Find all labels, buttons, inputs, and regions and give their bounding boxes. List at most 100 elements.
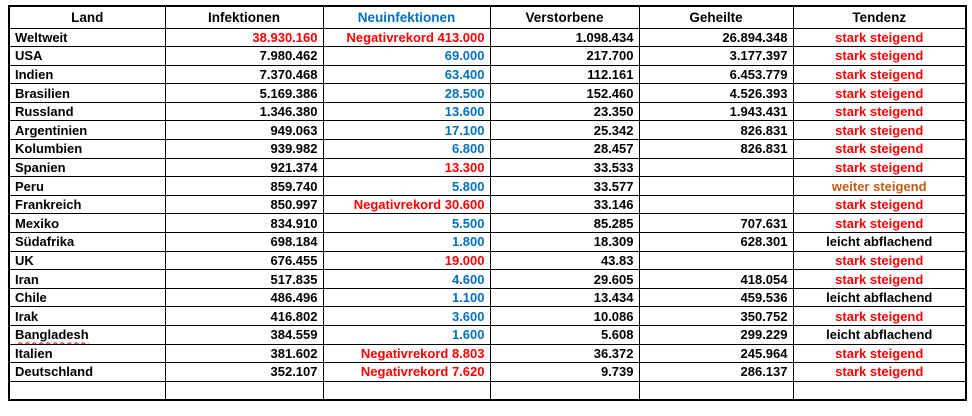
cell-geheilte[interactable]: 245.964 [638,343,794,364]
cell-infektionen[interactable]: 1.346.380 [164,101,324,122]
cell-verstorbene[interactable]: 1.098.434 [489,27,640,48]
cell-neuinfektionen[interactable]: 6.800 [322,139,491,159]
cell-tendenz[interactable]: stark steigend [792,362,967,382]
cell-neuinfektionen[interactable]: 4.600 [322,269,491,289]
cell-neuinfektionen[interactable]: 5.800 [322,176,491,196]
cell-verstorbene[interactable]: 217.700 [489,46,640,66]
cell-land[interactable]: Chile [8,287,166,308]
cell-geheilte[interactable] [638,157,794,178]
cell-neuinfektionen[interactable]: 17.100 [322,120,491,141]
cell-infektionen[interactable]: 5.169.386 [164,83,324,103]
column-header-tendenz[interactable]: Tendenz [792,5,967,29]
cell-infektionen[interactable]: 517.835 [164,269,324,289]
cell-land[interactable]: Deutschland [8,362,166,382]
cell-land[interactable]: Bangladesh [8,325,166,345]
cell-verstorbene[interactable]: 25.342 [489,120,640,141]
cell-land[interactable]: Irak [8,306,166,326]
cell-infektionen[interactable] [164,380,324,401]
cell-verstorbene[interactable]: 33.533 [489,157,640,178]
cell-geheilte[interactable]: 628.301 [638,232,794,252]
cell-geheilte[interactable]: 286.137 [638,362,794,382]
cell-infektionen[interactable]: 486.496 [164,287,324,308]
cell-geheilte[interactable]: 826.831 [638,120,794,141]
cell-tendenz[interactable]: stark steigend [792,157,967,178]
cell-infektionen[interactable]: 676.455 [164,250,324,271]
cell-geheilte[interactable]: 26.894.348 [638,27,794,48]
cell-land[interactable]: UK [8,250,166,271]
cell-infektionen[interactable]: 939.982 [164,139,324,159]
cell-neuinfektionen[interactable] [322,380,491,401]
cell-tendenz[interactable]: stark steigend [792,83,967,103]
cell-land[interactable]: Russland [8,101,166,122]
cell-geheilte[interactable]: 1.943.431 [638,101,794,122]
cell-geheilte[interactable]: 350.752 [638,306,794,326]
cell-verstorbene[interactable]: 112.161 [489,64,640,85]
cell-land[interactable]: Südafrika [8,232,166,252]
cell-tendenz[interactable]: stark steigend [792,194,967,215]
cell-neuinfektionen[interactable]: 13.300 [322,157,491,178]
cell-geheilte[interactable] [638,194,794,215]
cell-infektionen[interactable]: 416.802 [164,306,324,326]
cell-verstorbene[interactable]: 23.350 [489,101,640,122]
cell-neuinfektionen[interactable]: 19.000 [322,250,491,271]
cell-geheilte[interactable]: 418.054 [638,269,794,289]
cell-geheilte[interactable]: 4.526.393 [638,83,794,103]
column-header-land[interactable]: Land [8,5,166,29]
column-header-neuinfektionen[interactable]: Neuinfektionen [322,5,491,29]
cell-verstorbene[interactable]: 33.146 [489,194,640,215]
cell-neuinfektionen[interactable]: Negativrekord 413.000 [322,27,491,48]
cell-infektionen[interactable]: 834.910 [164,213,324,234]
cell-neuinfektionen[interactable]: 28.500 [322,83,491,103]
cell-geheilte[interactable]: 299.229 [638,325,794,345]
cell-neuinfektionen[interactable]: Negativrekord 7.620 [322,362,491,382]
cell-tendenz[interactable]: stark steigend [792,64,967,85]
cell-neuinfektionen[interactable]: 1.100 [322,287,491,308]
cell-infektionen[interactable]: 381.602 [164,343,324,364]
cell-land[interactable]: Frankreich [8,194,166,215]
cell-verstorbene[interactable]: 43.83 [489,250,640,271]
cell-geheilte[interactable]: 6.453.779 [638,64,794,85]
cell-tendenz[interactable]: stark steigend [792,139,967,159]
cell-neuinfektionen[interactable]: 1.600 [322,325,491,345]
cell-infektionen[interactable]: 949.063 [164,120,324,141]
cell-infektionen[interactable]: 7.980.462 [164,46,324,66]
cell-tendenz[interactable]: stark steigend [792,306,967,326]
cell-tendenz[interactable]: weiter steigend [792,176,967,196]
cell-tendenz[interactable]: stark steigend [792,213,967,234]
cell-verstorbene[interactable]: 28.457 [489,139,640,159]
cell-land[interactable] [8,380,166,401]
cell-tendenz[interactable]: stark steigend [792,101,967,122]
cell-infektionen[interactable]: 384.559 [164,325,324,345]
cell-tendenz[interactable]: leicht abflachend [792,232,967,252]
cell-tendenz[interactable]: stark steigend [792,250,967,271]
cell-land[interactable]: USA [8,46,166,66]
column-header-infektionen[interactable]: Infektionen [164,5,324,29]
cell-neuinfektionen[interactable]: 13.600 [322,101,491,122]
column-header-verstorbene[interactable]: Verstorbene [489,5,640,29]
cell-land[interactable]: Mexiko [8,213,166,234]
cell-infektionen[interactable]: 859.740 [164,176,324,196]
cell-neuinfektionen[interactable]: 1.800 [322,232,491,252]
cell-geheilte[interactable]: 459.536 [638,287,794,308]
cell-land[interactable]: Brasilien [8,83,166,103]
cell-geheilte[interactable] [638,176,794,196]
column-header-geheilte[interactable]: Geheilte [638,5,794,29]
cell-tendenz[interactable]: stark steigend [792,343,967,364]
cell-infektionen[interactable]: 352.107 [164,362,324,382]
cell-neuinfektionen[interactable]: 63.400 [322,64,491,85]
cell-infektionen[interactable]: 921.374 [164,157,324,178]
cell-tendenz[interactable] [792,380,967,401]
cell-land[interactable]: Weltweit [8,27,166,48]
cell-tendenz[interactable]: stark steigend [792,269,967,289]
cell-infektionen[interactable]: 850.997 [164,194,324,215]
cell-tendenz[interactable]: leicht abflachend [792,325,967,345]
cell-geheilte[interactable]: 826.831 [638,139,794,159]
cell-infektionen[interactable]: 38.930.160 [164,27,324,48]
cell-verstorbene[interactable]: 10.086 [489,306,640,326]
cell-infektionen[interactable]: 7.370.468 [164,64,324,85]
cell-verstorbene[interactable]: 152.460 [489,83,640,103]
cell-verstorbene[interactable]: 85.285 [489,213,640,234]
cell-land[interactable]: Kolumbien [8,139,166,159]
cell-verstorbene[interactable] [489,380,640,401]
cell-land[interactable]: Iran [8,269,166,289]
